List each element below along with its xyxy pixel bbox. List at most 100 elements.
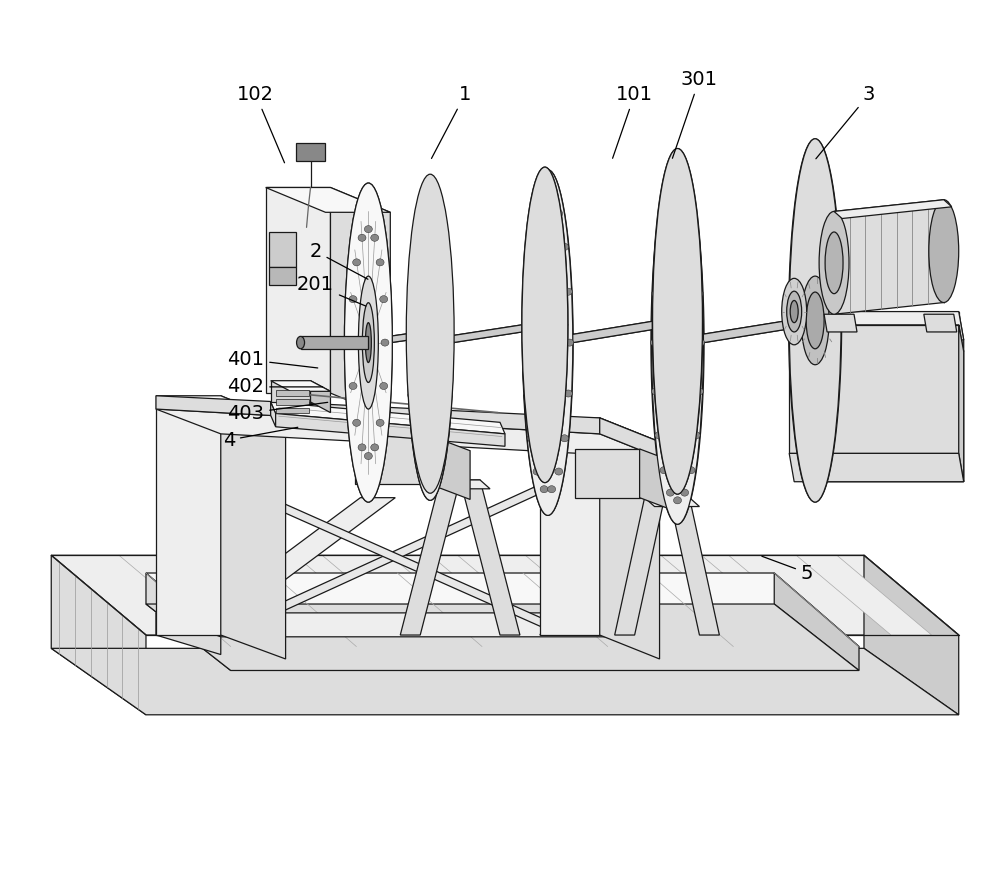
Circle shape — [674, 497, 681, 504]
Circle shape — [440, 436, 448, 444]
Circle shape — [408, 392, 416, 398]
Ellipse shape — [344, 183, 392, 502]
Polygon shape — [789, 324, 964, 351]
Circle shape — [419, 466, 426, 473]
Polygon shape — [146, 573, 859, 646]
Polygon shape — [176, 498, 395, 635]
Circle shape — [412, 242, 420, 249]
Polygon shape — [600, 418, 660, 659]
Polygon shape — [834, 200, 952, 219]
Polygon shape — [959, 311, 964, 482]
Polygon shape — [276, 390, 309, 396]
Polygon shape — [380, 455, 383, 477]
Polygon shape — [600, 418, 660, 458]
Circle shape — [426, 202, 434, 209]
Polygon shape — [349, 420, 352, 442]
Polygon shape — [361, 476, 364, 495]
Polygon shape — [346, 342, 348, 370]
Polygon shape — [221, 396, 286, 659]
Polygon shape — [269, 268, 296, 285]
Polygon shape — [372, 476, 376, 495]
Polygon shape — [376, 467, 380, 488]
Circle shape — [692, 246, 700, 253]
Polygon shape — [368, 188, 372, 205]
Polygon shape — [525, 556, 661, 635]
Polygon shape — [385, 243, 388, 265]
Circle shape — [561, 435, 569, 442]
Ellipse shape — [362, 302, 374, 382]
Polygon shape — [271, 380, 311, 402]
Polygon shape — [301, 336, 368, 348]
Circle shape — [652, 291, 660, 298]
Polygon shape — [819, 311, 959, 453]
Circle shape — [445, 392, 453, 398]
Polygon shape — [824, 314, 857, 332]
Polygon shape — [346, 316, 348, 342]
Polygon shape — [351, 440, 354, 461]
Polygon shape — [346, 179, 453, 342]
Circle shape — [527, 435, 535, 442]
Circle shape — [660, 467, 668, 474]
Circle shape — [380, 382, 388, 389]
Polygon shape — [651, 320, 842, 525]
Polygon shape — [640, 449, 680, 513]
Text: 401: 401 — [227, 350, 318, 369]
Ellipse shape — [358, 276, 378, 409]
Polygon shape — [523, 321, 703, 516]
Circle shape — [655, 432, 663, 439]
Polygon shape — [387, 396, 390, 420]
Circle shape — [364, 453, 372, 460]
Circle shape — [434, 466, 442, 473]
Circle shape — [353, 420, 361, 427]
Polygon shape — [819, 453, 964, 482]
Circle shape — [348, 339, 356, 346]
Text: 101: 101 — [613, 85, 653, 158]
Circle shape — [533, 210, 541, 217]
Ellipse shape — [819, 212, 849, 314]
Circle shape — [419, 212, 426, 220]
Polygon shape — [357, 467, 361, 488]
Polygon shape — [615, 498, 665, 635]
Circle shape — [695, 388, 703, 395]
Polygon shape — [351, 224, 354, 245]
Polygon shape — [670, 498, 719, 635]
Polygon shape — [51, 556, 959, 635]
Polygon shape — [430, 436, 470, 500]
Circle shape — [555, 468, 563, 475]
Polygon shape — [156, 409, 660, 458]
Polygon shape — [789, 324, 959, 453]
Polygon shape — [271, 380, 330, 391]
Circle shape — [434, 212, 442, 220]
Polygon shape — [400, 480, 460, 635]
Circle shape — [566, 339, 574, 346]
Polygon shape — [355, 436, 430, 485]
Ellipse shape — [344, 183, 392, 502]
Circle shape — [650, 339, 658, 346]
Ellipse shape — [782, 278, 807, 345]
Circle shape — [446, 339, 454, 346]
Polygon shape — [146, 604, 859, 670]
Ellipse shape — [787, 292, 802, 332]
Polygon shape — [254, 556, 390, 635]
Polygon shape — [540, 533, 630, 635]
Ellipse shape — [365, 323, 371, 363]
Polygon shape — [119, 556, 254, 635]
Polygon shape — [834, 200, 944, 314]
Polygon shape — [156, 396, 221, 635]
Polygon shape — [346, 333, 453, 498]
Polygon shape — [211, 480, 580, 635]
Polygon shape — [266, 188, 330, 393]
Circle shape — [674, 181, 681, 188]
Circle shape — [564, 390, 572, 397]
Polygon shape — [354, 208, 357, 230]
Polygon shape — [276, 408, 309, 413]
Polygon shape — [774, 573, 859, 670]
Polygon shape — [364, 479, 368, 498]
Polygon shape — [276, 399, 309, 404]
Circle shape — [695, 291, 703, 298]
Circle shape — [406, 339, 414, 346]
Text: 4: 4 — [223, 428, 298, 450]
Circle shape — [652, 388, 660, 395]
Text: 403: 403 — [227, 403, 328, 423]
Polygon shape — [330, 188, 390, 418]
